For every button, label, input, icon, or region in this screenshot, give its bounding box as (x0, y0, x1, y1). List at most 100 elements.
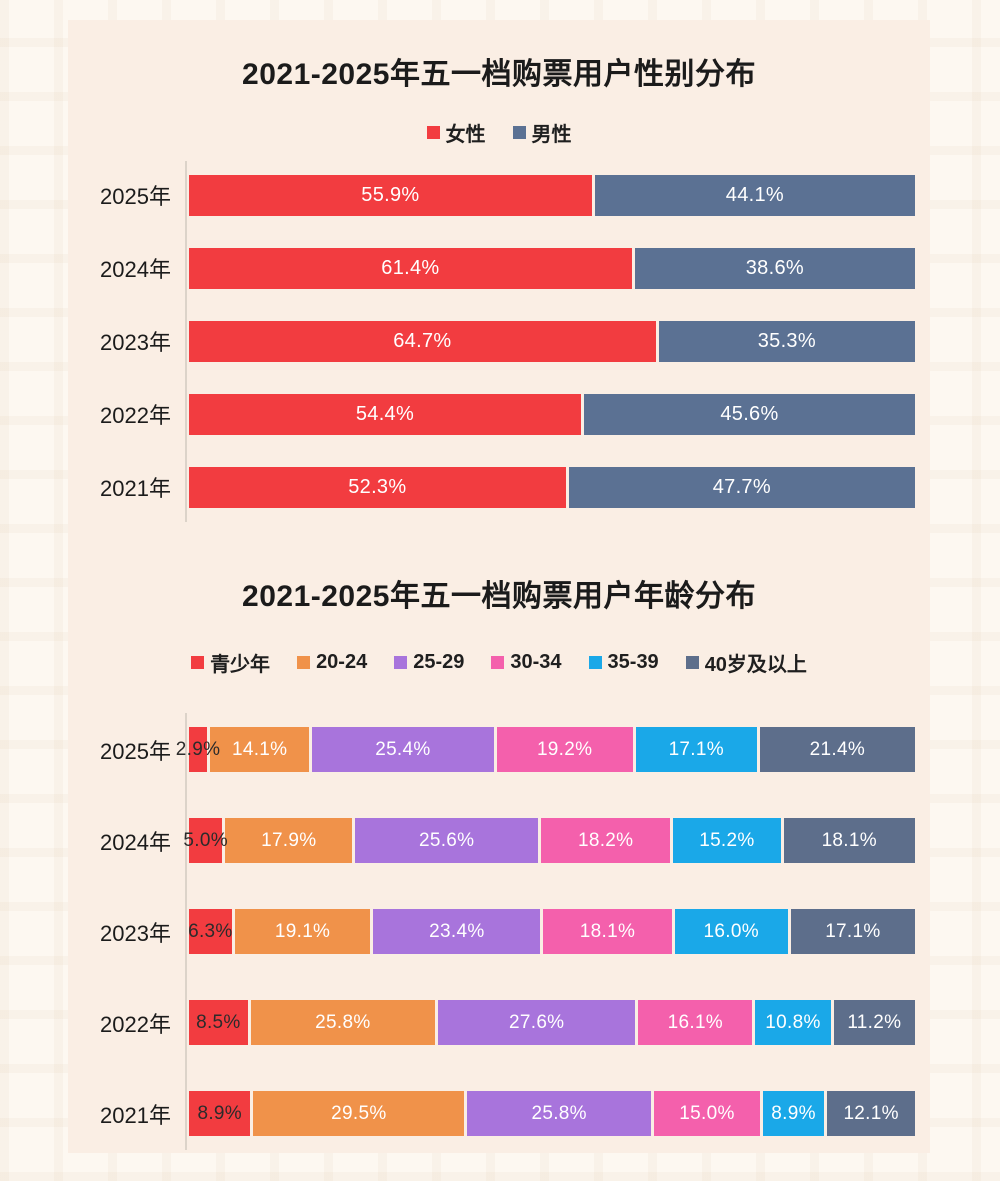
legend-item: 35-39 (588, 651, 659, 674)
bar-value-label: 55.9% (361, 183, 420, 206)
bar-segment: 8.9% (189, 1091, 254, 1136)
legend-label: 25-29 (413, 651, 465, 673)
legend-item: 女性 (426, 118, 486, 147)
bar-row-2025: 2025年 55.9% 44.1% (68, 174, 930, 216)
bar-value-label: 8.9% (197, 1102, 242, 1124)
bar-segment: 61.4% (189, 247, 635, 289)
bar-value-label: 16.1% (667, 1011, 723, 1033)
bar-value-label: 21.4% (809, 738, 866, 760)
bar-value-label: 23.4% (429, 920, 485, 942)
category-label: 2025年 (100, 184, 171, 209)
bar-row-2023: 2023年 64.7% 35.3% (68, 320, 930, 362)
bar-row-2021: 2021年 52.3% 47.7% (68, 466, 930, 508)
stacked-bar: 8.5% 25.8% 27.6% 16.1% 10.8% 11.2% (189, 1000, 915, 1045)
legend-swatch-icon (394, 656, 408, 669)
bar-segment: 29.5% (253, 1091, 468, 1136)
bar-value-label: 15.0% (679, 1102, 735, 1124)
bar-value-label: 18.1% (821, 829, 877, 851)
bar-segment: 21.4% (759, 727, 915, 772)
category-label: 2025年 (100, 738, 171, 764)
legend-item: 40岁及以上 (685, 648, 807, 677)
bar-value-label: 61.4% (381, 256, 440, 279)
bar-segment: 25.8% (467, 1091, 655, 1136)
bar-value-label: 12.1% (843, 1102, 899, 1124)
bar-segment: 27.6% (438, 1000, 639, 1045)
stacked-bar: 64.7% 35.3% (189, 320, 915, 362)
legend-swatch-icon (588, 656, 602, 669)
bar-row-2025: 2025年 2.9% 14.1% 25.4% 19.2% 17.1% 21.4% (68, 727, 930, 772)
bar-segment: 17.1% (790, 909, 915, 954)
bar-value-label: 25.8% (531, 1102, 587, 1124)
bar-value-label: 6.3% (188, 920, 233, 942)
legend-swatch-icon (512, 125, 526, 139)
age-chart-title: 2021-2025年五一档购票用户年龄分布 (242, 579, 756, 613)
bar-segment: 23.4% (373, 909, 544, 954)
bar-segment: 25.8% (250, 1000, 438, 1045)
bar-row-2022: 2022年 8.5% 25.8% 27.6% 16.1% 10.8% 11.2% (68, 1000, 930, 1045)
bar-segment: 10.8% (755, 1000, 834, 1045)
legend-label: 20-24 (316, 651, 368, 673)
bar-segment: 8.9% (762, 1091, 828, 1136)
bar-segment: 8.5% (189, 1000, 251, 1045)
bar-row-2022: 2022年 54.4% 45.6% (68, 393, 930, 435)
legend-item: 30-34 (491, 651, 562, 674)
bar-segment: 25.6% (355, 818, 542, 863)
legend-swatch-icon (191, 656, 205, 669)
bar-value-label: 47.7% (712, 475, 771, 498)
category-label: 2024年 (100, 257, 171, 282)
bar-value-label: 18.1% (579, 920, 636, 942)
bar-row-2023: 2023年 6.3% 19.1% 23.4% 18.1% 16.0% 17.1% (68, 909, 930, 954)
bar-value-label: 35.3% (757, 329, 816, 352)
bar-value-label: 45.6% (720, 402, 779, 425)
stacked-bar: 61.4% 38.6% (189, 247, 915, 289)
legend-label: 女性 (445, 123, 486, 146)
legend-swatch-icon (297, 656, 311, 669)
legend-label: 30-34 (510, 651, 562, 673)
bar-value-label: 44.1% (725, 183, 785, 206)
bar-segment: 15.0% (654, 1091, 763, 1136)
bar-value-label: 52.3% (348, 475, 407, 498)
infographic-panel: 2021-2025年五一档购票用户性别分布 女性 男性 2025年 55.9% 44.… (68, 20, 930, 1153)
stacked-bar: 54.4% 45.6% (189, 393, 915, 435)
legend-label: 青少年 (210, 654, 271, 676)
bar-value-label: 54.4% (355, 402, 415, 425)
bar-segment: 45.6% (583, 393, 915, 435)
bar-segment: 54.4% (189, 393, 584, 435)
bar-segment: 47.7% (568, 466, 915, 508)
legend-item: 男性 (512, 118, 572, 147)
bar-segment: 64.7% (189, 320, 659, 362)
category-label: 2021年 (100, 1102, 171, 1128)
bar-value-label: 17.1% (825, 920, 881, 942)
bar-value-label: 8.9% (771, 1102, 816, 1124)
legend-item: 25-29 (394, 651, 464, 674)
bar-value-label: 11.2% (847, 1011, 902, 1033)
legend-swatch-icon (426, 125, 440, 139)
age-chart-plot-area: 2025年 2.9% 14.1% 25.4% 19.2% 17.1% 21.4% 2024年 5… (68, 713, 930, 1150)
bar-segment: 44.1% (594, 174, 915, 216)
category-label: 2023年 (100, 330, 171, 355)
bar-segment: 2.9% (176, 727, 220, 772)
gender-chart-plot-area: 2025年 55.9% 44.1% 2024年 61.4% 38.6% 2023年 64.7%… (68, 160, 930, 522)
bar-value-label: 25.6% (418, 829, 475, 851)
bar-segment: 5.0% (183, 818, 228, 863)
bar-segment: 55.9% (189, 174, 595, 216)
bar-segment: 38.6% (634, 247, 915, 289)
bar-segment: 11.2% (833, 1000, 915, 1045)
bar-value-label: 64.7% (393, 329, 452, 352)
bar-row-2024: 2024年 5.0% 17.9% 25.6% 18.2% 15.2% 18.1% (68, 818, 930, 863)
stacked-bar: 52.3% 47.7% (189, 466, 915, 508)
bar-segment: 14.1% (210, 727, 313, 772)
age-distribution-chart: 2021-2025年五一档购票用户年龄分布 青少年 20-24 25-29 30-34… (68, 578, 930, 1150)
category-label: 2023年 (100, 920, 171, 946)
legend-label: 35-39 (607, 651, 659, 673)
bar-segment: 18.2% (541, 818, 674, 863)
bar-segment: 12.1% (827, 1091, 915, 1136)
bar-segment: 19.1% (234, 909, 374, 954)
bar-value-label: 25.4% (375, 738, 431, 760)
category-label: 2021年 (100, 476, 171, 501)
age-chart-legend: 青少年 20-24 25-29 30-34 35-39 40岁及以上 (68, 648, 930, 677)
legend-swatch-icon (685, 656, 699, 669)
bar-value-label: 18.2% (577, 829, 634, 851)
category-label: 2024年 (100, 829, 171, 855)
